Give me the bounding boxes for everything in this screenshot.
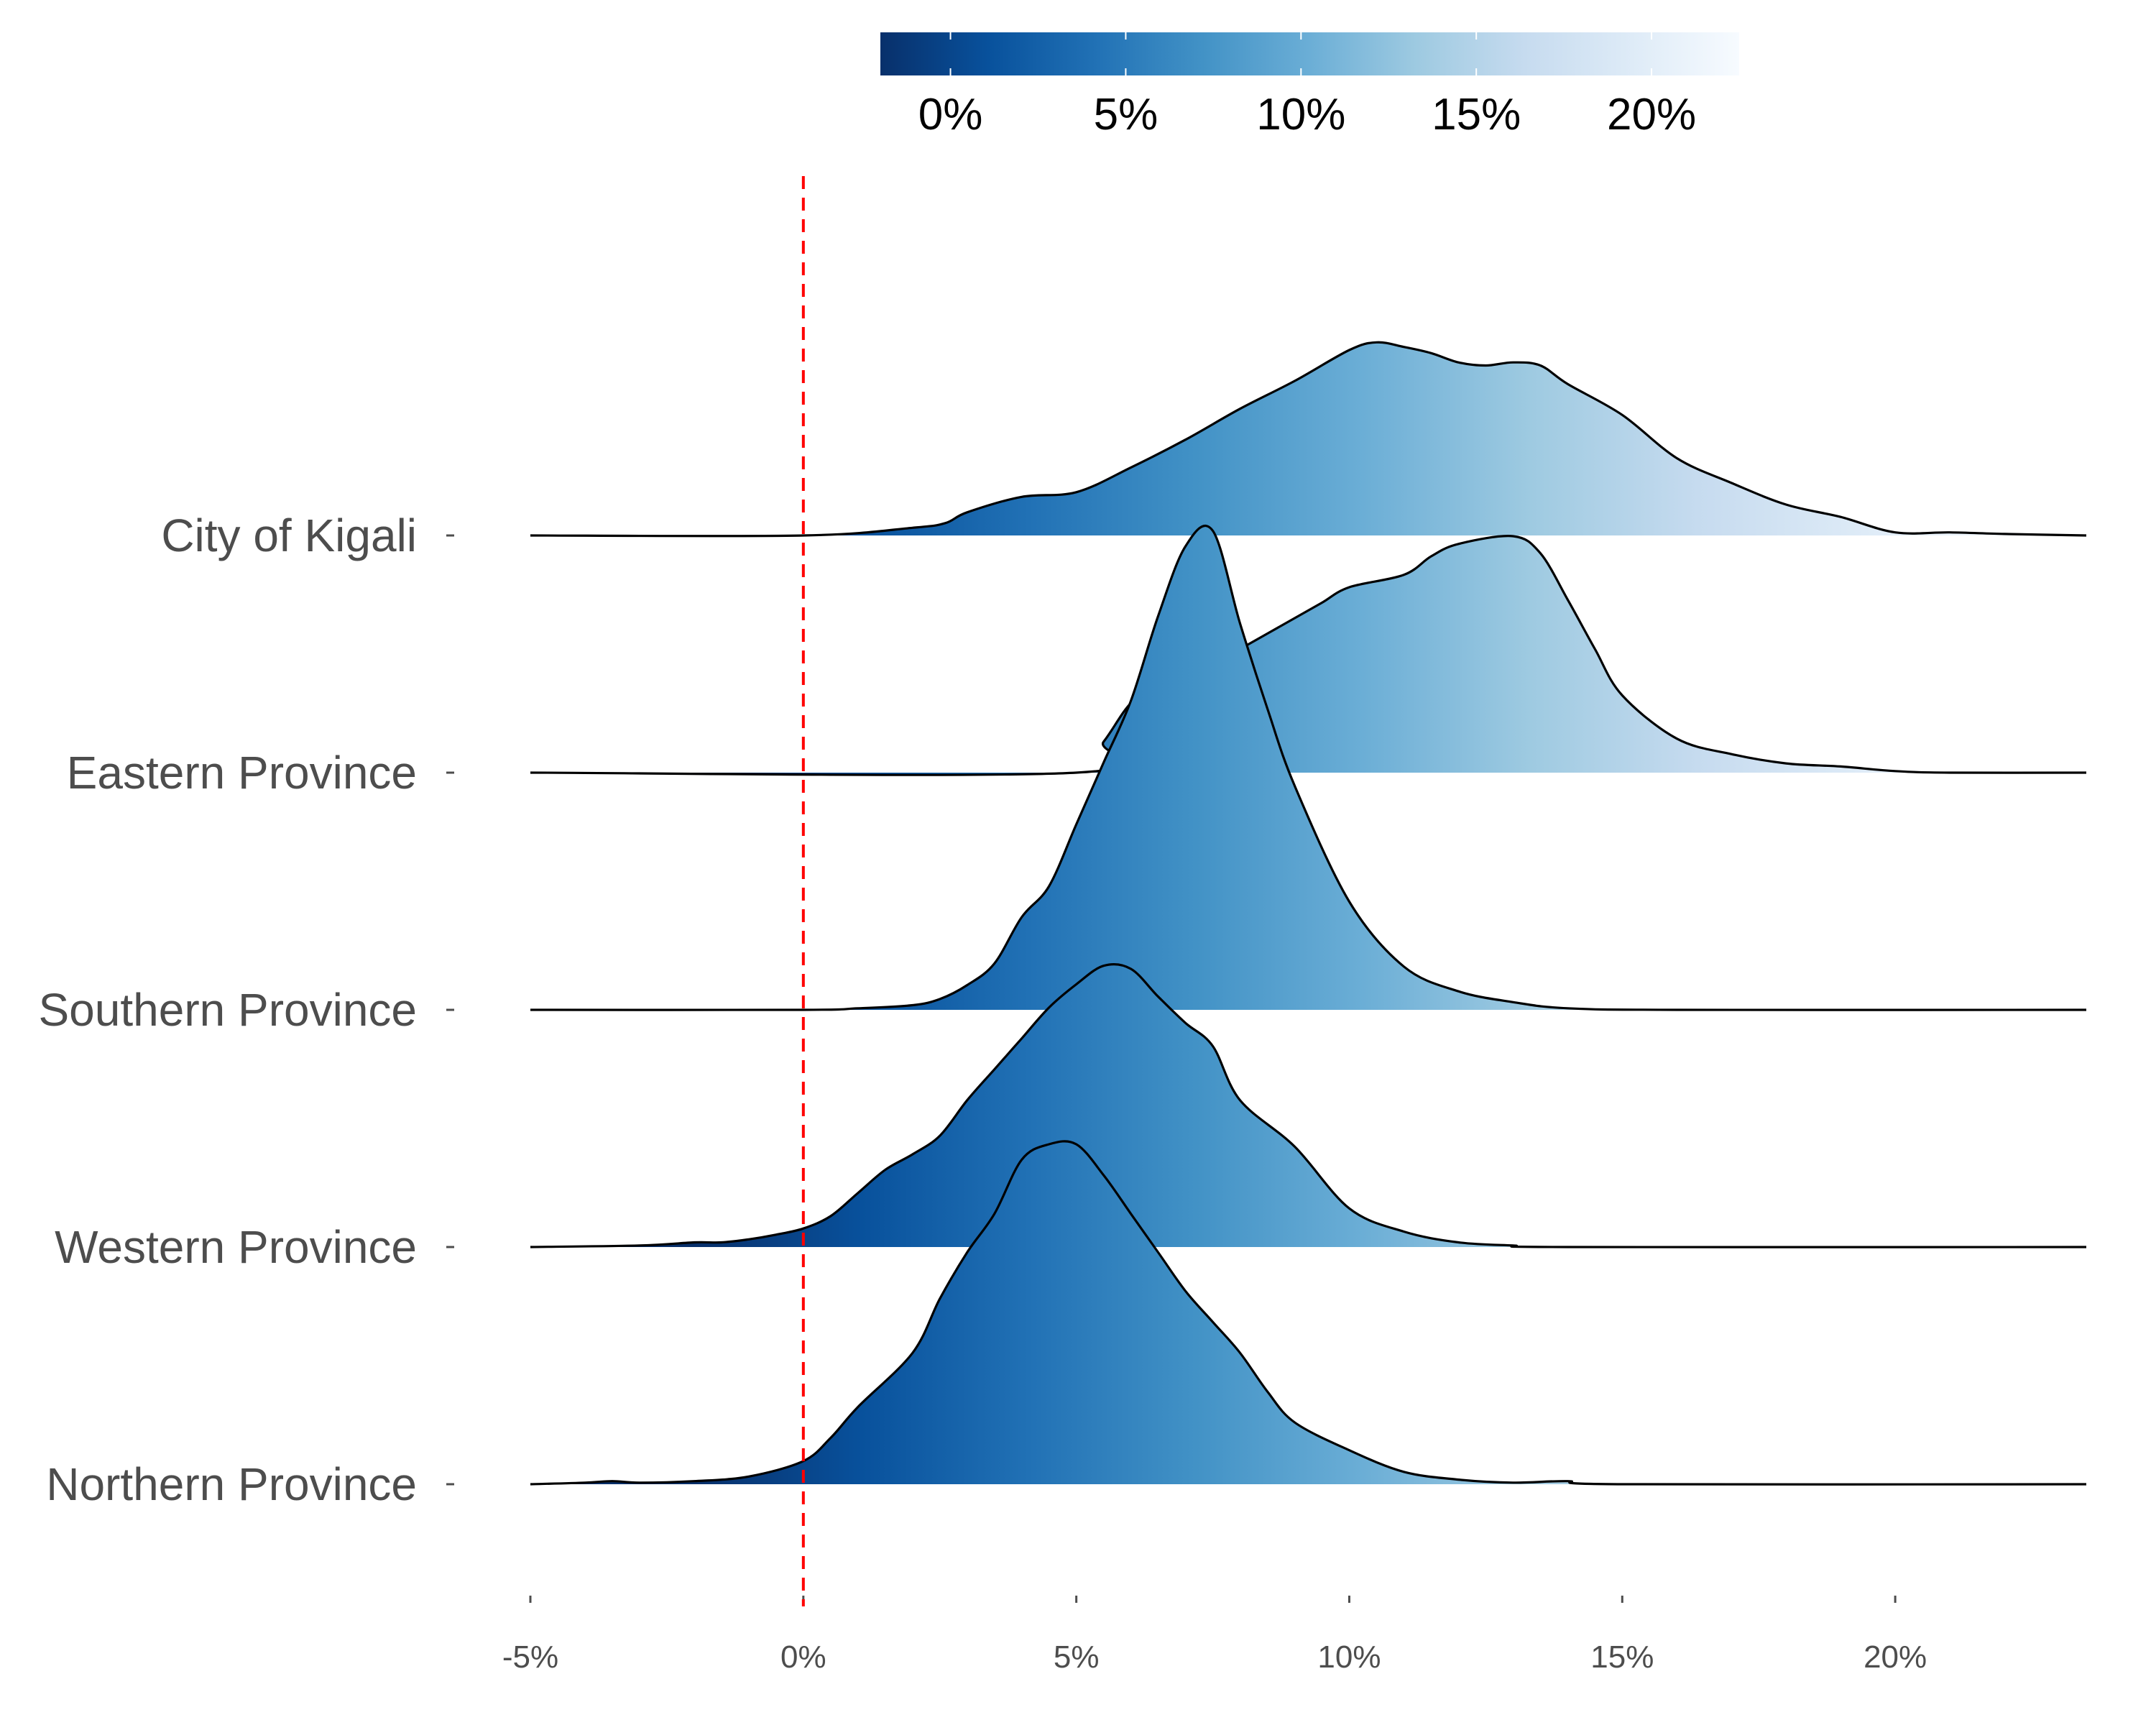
x-tick-label: 10% [1317,1639,1381,1675]
ridge-outline [530,535,2087,776]
x-axis: -5% 0% 5% 10% 15% 20% [502,1596,1927,1675]
x-tick-label: -5% [502,1639,558,1675]
legend-tick-label: 15% [1432,90,1521,139]
ridge-eastern-province [530,535,2087,776]
ridge-outline [530,1140,2087,1486]
ridge-outline [530,962,2087,1248]
legend-tick-label: 0% [918,90,983,139]
ridge-area [530,535,2086,776]
ridge-outline [530,341,2087,538]
category-label: Southern Province [38,984,417,1036]
x-tick-label: 15% [1590,1639,1654,1675]
x-tick-label: 5% [1054,1639,1100,1675]
ridge-area [530,1141,2086,1485]
ridge-area [530,525,2086,1011]
x-tick-label: 0% [780,1639,826,1675]
ridge-outline [530,525,2087,1011]
ridge-northern-province [530,1140,2087,1486]
legend-tick-label: 5% [1094,90,1158,139]
category-label: Northern Province [46,1458,417,1510]
category-label: Eastern Province [67,747,417,799]
ridges [530,341,2087,1486]
category-axis: City of Kigali Eastern Province Southern P… [38,510,454,1510]
category-label: Western Province [55,1221,417,1273]
ridge-area [530,964,2086,1248]
x-tick-label: 20% [1864,1639,1927,1675]
color-legend: 0% 5% 10% 15% 20% [880,32,1739,139]
ridge-city-of-kigali [530,341,2087,538]
legend-tick-label: 10% [1256,90,1345,139]
ridge-area [530,342,2086,536]
ridge-southern-province [530,525,2087,1011]
ridge-western-province [530,962,2087,1248]
legend-tick-label: 20% [1607,90,1696,139]
colorbar [880,32,1739,75]
category-label: City of Kigali [161,510,417,561]
